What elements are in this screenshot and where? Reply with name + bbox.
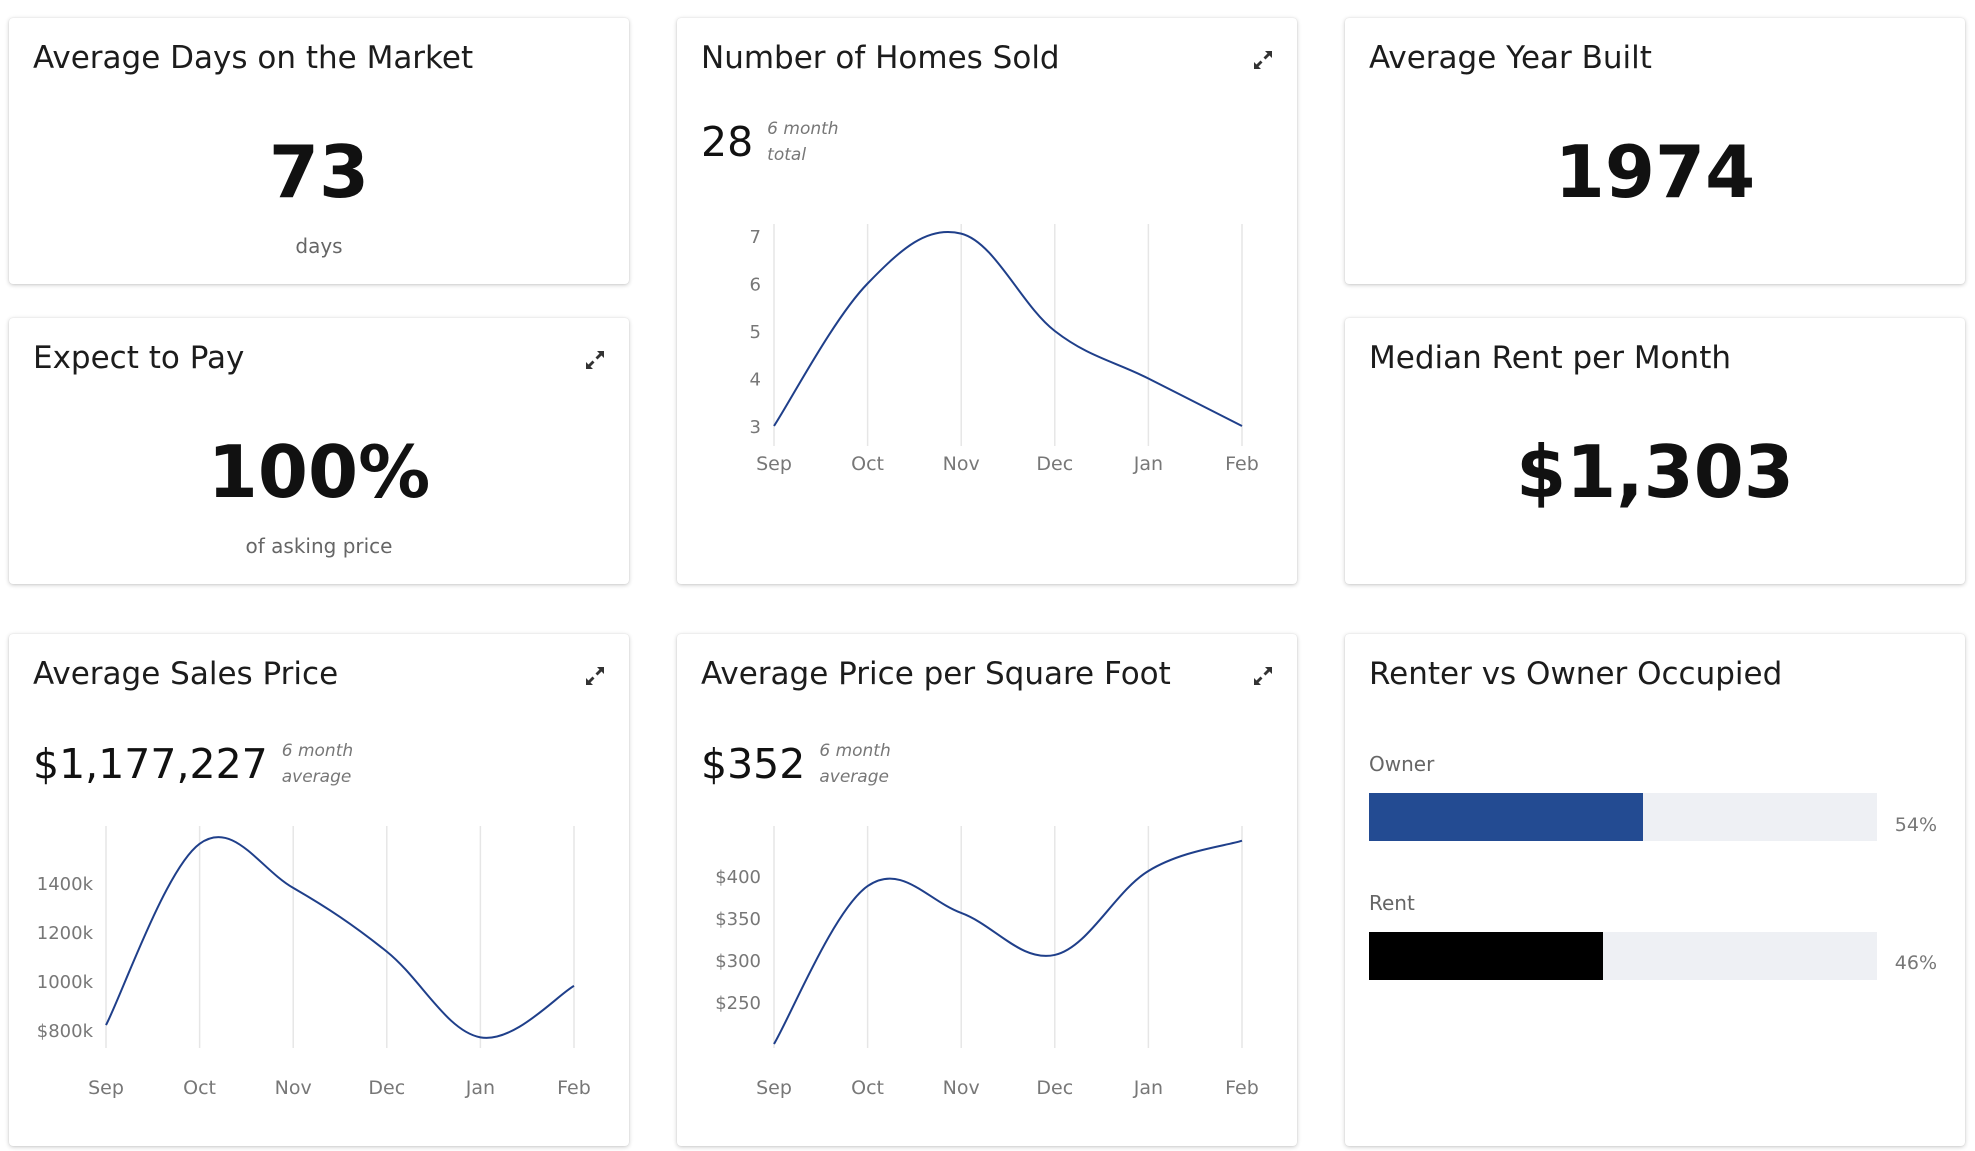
bar-rent (1369, 932, 1603, 980)
x-tick-label: Sep (756, 453, 792, 475)
sales-price-note-line2: average (281, 767, 352, 787)
x-tick-label: Dec (368, 1077, 405, 1099)
x-tick-label: Feb (557, 1077, 591, 1099)
expand-arrows-icon[interactable] (1251, 48, 1275, 72)
card-homes-sold: Number of Homes Sold 28 6 month total Se… (677, 18, 1297, 584)
expect-to-pay-value: 100% (207, 430, 431, 514)
card-year-built: Average Year Built 1974 (1345, 18, 1965, 284)
year-built-value: 1974 (1554, 130, 1756, 214)
y-tick-label: 1400k (37, 874, 94, 895)
x-tick-label: Jan (1133, 453, 1163, 475)
homes-sold-total: 28 (701, 118, 754, 166)
median-rent-value: $1,303 (1516, 430, 1794, 514)
y-tick-label: 7 (750, 227, 761, 248)
homes-sold-summary: 28 6 month total (701, 116, 857, 168)
x-tick-label: Jan (465, 1077, 495, 1099)
year-built-title: Average Year Built (1369, 40, 1652, 76)
card-median-rent: Median Rent per Month $1,303 (1345, 318, 1965, 584)
x-tick-label: Nov (943, 453, 980, 475)
x-tick-label: Nov (943, 1077, 980, 1099)
bar-label-owner: Owner (1369, 752, 1435, 776)
x-tick-label: Dec (1036, 453, 1073, 475)
y-tick-label: 4 (750, 370, 761, 391)
y-tick-label: $350 (715, 909, 761, 930)
bar-value-rent: 46% (1894, 952, 1937, 974)
expect-to-pay-unit: of asking price (245, 534, 393, 558)
card-sales-price: Average Sales Price $1,177,227 6 month a… (9, 634, 629, 1146)
bar-owner (1369, 793, 1644, 841)
card-price-per-sqft: Average Price per Square Foot $352 6 mon… (677, 634, 1297, 1146)
price-sqft-line-chart: Sep Oct Nov Dec Jan Feb $250 $300 $350 $400 (715, 826, 1259, 1099)
bar-track-rent (1369, 932, 1877, 980)
y-tick-label: 1200k (37, 923, 94, 944)
renter-owner-title: Renter vs Owner Occupied (1369, 656, 1783, 692)
homes-sold-title: Number of Homes Sold (701, 40, 1060, 76)
x-tick-label: Oct (183, 1077, 216, 1099)
bar-track-owner (1369, 793, 1877, 841)
y-tick-label: 5 (750, 322, 761, 343)
card-expect-to-pay: Expect to Pay 100% of asking price (9, 318, 629, 584)
y-tick-label: $300 (715, 951, 761, 972)
days-on-market-unit: days (295, 234, 343, 258)
sales-price-note: 6 month average (282, 738, 372, 790)
x-tick-label: Sep (756, 1077, 792, 1099)
x-tick-label: Nov (275, 1077, 312, 1099)
price-sqft-title: Average Price per Square Foot (701, 656, 1171, 692)
days-on-market-value: 73 (268, 130, 370, 214)
series-line (773, 839, 1243, 1045)
card-days-on-market: Average Days on the Market 73 days (9, 18, 629, 284)
y-tick-label: $400 (715, 867, 761, 888)
x-tick-label: Oct (851, 453, 884, 475)
y-tick-label: $800k (37, 1021, 94, 1042)
sales-price-summary: $1,177,227 6 month average (33, 738, 372, 790)
price-sqft-note-line1: 6 month (819, 741, 891, 761)
y-tick-label: 6 (750, 275, 761, 296)
homes-sold-note-line2: total (767, 145, 807, 165)
sales-price-average: $1,177,227 (33, 740, 268, 788)
homes-sold-note-line1: 6 month (767, 119, 839, 139)
sales-price-line-chart: Sep Oct Nov Dec Jan Feb $800k 1000k 1200k 1400k (37, 826, 591, 1099)
y-tick-label: 1000k (37, 972, 94, 993)
y-tick-label: 3 (750, 417, 761, 438)
median-rent-title: Median Rent per Month (1369, 340, 1731, 376)
price-sqft-note: 6 month average (819, 738, 909, 790)
expand-arrows-icon[interactable] (583, 664, 607, 688)
price-sqft-note-line2: average (819, 767, 889, 787)
homes-sold-note: 6 month total (767, 116, 857, 168)
x-tick-label: Feb (1225, 1077, 1259, 1099)
sales-price-note-line1: 6 month (281, 741, 354, 761)
x-tick-label: Jan (1133, 1077, 1163, 1099)
bar-value-owner: 54% (1894, 814, 1937, 836)
series-line (773, 231, 1243, 427)
x-tick-label: Feb (1225, 453, 1259, 475)
expand-arrows-icon[interactable] (583, 348, 607, 372)
x-tick-label: Oct (851, 1077, 884, 1099)
price-sqft-average: $352 (701, 740, 806, 788)
card-renter-owner: Renter vs Owner Occupied Owner 54% Rent … (1345, 634, 1965, 1146)
days-on-market-title: Average Days on the Market (33, 40, 474, 76)
y-tick-label: $250 (715, 993, 761, 1014)
price-sqft-summary: $352 6 month average (701, 738, 909, 790)
homes-sold-line-chart: Sep Oct Nov Dec Jan Feb 3 4 5 6 7 (750, 224, 1259, 475)
expect-to-pay-title: Expect to Pay (33, 340, 245, 376)
x-tick-label: Dec (1036, 1077, 1073, 1099)
x-tick-label: Sep (88, 1077, 124, 1099)
sales-price-title: Average Sales Price (33, 656, 339, 692)
series-line (105, 836, 575, 1039)
bar-label-rent: Rent (1369, 891, 1415, 915)
expand-arrows-icon[interactable] (1251, 664, 1275, 688)
